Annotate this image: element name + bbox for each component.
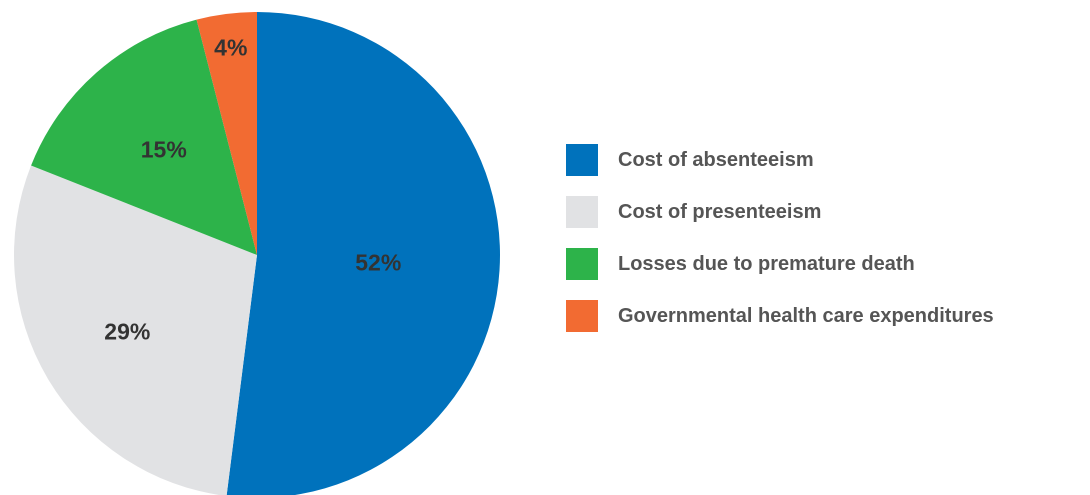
pie-value-labels: 52% 29% 15% 4% (104, 35, 401, 345)
legend-label-presenteeism: Cost of presenteeism (618, 200, 822, 223)
legend-item-presenteeism: Cost of presenteeism (566, 196, 1086, 228)
legend-swatch-absenteeism (566, 144, 598, 176)
legend-swatch-presenteeism (566, 196, 598, 228)
pie-value-label-presenteeism: 29% (104, 319, 150, 345)
legend-item-health-care: Governmental health care expenditures (566, 300, 1086, 332)
legend-label-premature-death: Losses due to premature death (618, 252, 915, 275)
pie-value-label-absenteeism: 52% (355, 250, 401, 276)
pie-slices (14, 12, 500, 495)
pie-slice-health-care (196, 12, 257, 255)
pie-slice-absenteeism (226, 12, 500, 495)
legend-swatch-premature-death (566, 248, 598, 280)
pie-slice-presenteeism (14, 165, 257, 495)
legend-item-premature-death: Losses due to premature death (566, 248, 1086, 280)
pie-value-label-premature-death: 15% (141, 136, 187, 162)
legend-label-health-care: Governmental health care expenditures (618, 304, 994, 327)
legend: Cost of absenteeism Cost of presenteeism… (566, 144, 1086, 352)
pie-slice-premature-death (31, 19, 257, 255)
legend-item-absenteeism: Cost of absenteeism (566, 144, 1086, 176)
legend-swatch-health-care (566, 300, 598, 332)
pie-value-label-health-care: 4% (214, 35, 247, 61)
legend-label-absenteeism: Cost of absenteeism (618, 148, 814, 171)
pie-chart: 52% 29% 15% 4% (14, 12, 500, 495)
